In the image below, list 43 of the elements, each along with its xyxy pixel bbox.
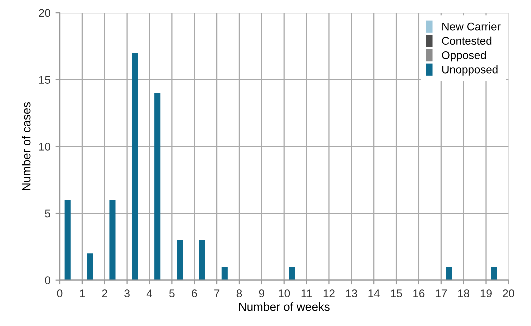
legend-label: Opposed: [442, 51, 486, 62]
x-tick-label: 3: [124, 290, 130, 298]
x-tick-label: 6: [192, 290, 198, 298]
bar: [64, 200, 71, 280]
bar: [289, 266, 296, 280]
x-tick-label: 11: [302, 290, 312, 298]
y-tick-label: 5: [45, 210, 51, 218]
x-tick-label: 14: [368, 290, 380, 298]
y-tick-label: 20: [39, 9, 51, 18]
bar: [491, 266, 498, 280]
x-tick-label: 12: [324, 290, 335, 298]
x-tick-label: 20: [503, 290, 514, 298]
legend-label: Unopposed: [442, 66, 498, 76]
bar: [446, 266, 452, 280]
bar: [177, 240, 184, 280]
x-tick-label: 0: [57, 290, 63, 298]
x-axis-title: Number of weeks: [239, 302, 330, 312]
y-tick-label: 0: [45, 276, 51, 284]
x-tick-label: 2: [102, 290, 108, 298]
x-tick-label: 18: [458, 290, 470, 298]
x-tick-label: 4: [146, 290, 153, 298]
x-tick-label: 10: [279, 290, 290, 298]
x-tick-label: 5: [170, 290, 175, 298]
bar: [110, 200, 116, 280]
x-tick-label: 1: [80, 290, 85, 298]
x-tick-label: 9: [259, 290, 264, 298]
bar: [199, 240, 206, 280]
y-tick-label: 10: [39, 142, 51, 151]
x-tick-label: 7: [214, 290, 220, 298]
bar: [154, 93, 161, 280]
x-tick-label: 8: [236, 290, 242, 298]
bar: [132, 53, 138, 280]
x-tick-label: 19: [480, 290, 492, 298]
x-tick-label: 13: [346, 290, 358, 298]
x-tick-label: 16: [414, 290, 425, 298]
legend-label: New Carrier: [442, 22, 501, 31]
x-tick-label: 15: [391, 290, 402, 298]
x-tick-label: 17: [436, 290, 448, 298]
legend-label: Contested: [442, 36, 492, 46]
bar: [222, 266, 228, 280]
y-tick-label: 15: [39, 76, 51, 84]
bar: [87, 254, 94, 280]
y-axis-title: Number of cases: [22, 102, 31, 190]
